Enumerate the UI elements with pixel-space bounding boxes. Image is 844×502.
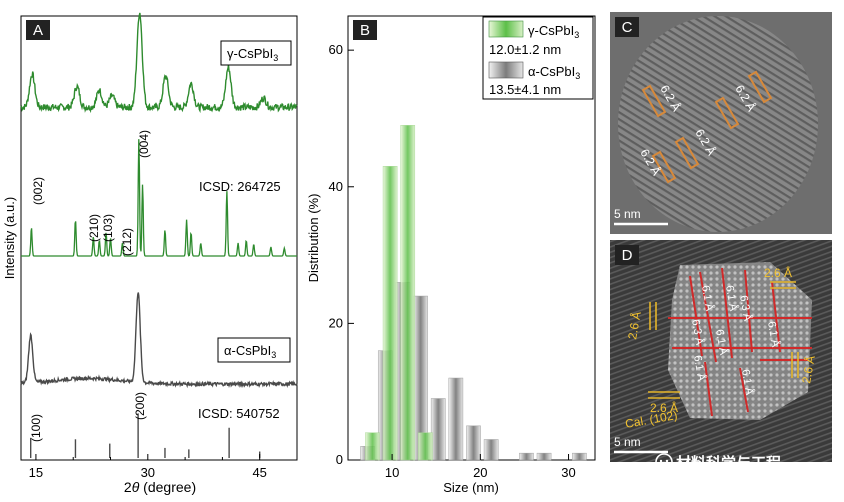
alpha-bar-5 [430,398,446,461]
watermark-icon [655,453,673,471]
panel-b-ylabel: Distribution (%) [306,194,321,283]
panel-b-ticks: 0 20 40 60 10 20 30 [329,42,576,480]
panel-d-yellow-2: 2.6 Å [624,310,644,340]
panel-b-xtick-label: 20 [473,465,487,480]
panel-c: C 6.2 Å 6.2 Å 6.2 Å 6.2 Å 5 nm [610,12,832,234]
panel-c-scale-text: 5 nm [614,207,641,221]
panel-b-ytick-label: 60 [329,42,343,57]
annot-103: (103) [101,214,115,242]
gamma-bar-2 [382,166,398,461]
panel-a-ticks: 15 30 45 [29,454,298,480]
panel-c-letter: C [622,19,633,36]
panel-b: B 0 20 40 60 10 20 30 γ-CsPbI3 12.0±1.2 nm α-C… [306,15,596,495]
alpha-legend-box [217,337,291,363]
alpha-bar-10 [536,452,552,461]
panel-b-ytick-label: 20 [329,315,343,330]
legend-alpha-text: α-CsPbI3 [528,64,580,81]
panel-d-label-2: 6.1 Å [723,284,740,312]
panel-a-xtick-label: 30 [141,465,155,480]
panel-a-ylabel: Intensity (a.u.) [2,197,17,279]
icsd-alpha-label: ICSD: 540752 [198,406,280,421]
xrd-trace-1 [20,12,298,114]
alpha-bar-8 [483,439,499,461]
annot-002: (002) [31,177,45,205]
annot-200: (200) [133,392,147,420]
panel-d-label-5: 6.1 Å [765,320,782,348]
panel-b-ytick-label: 0 [336,452,343,467]
panel-a-frame [20,15,298,461]
panel-d-label-4: 6.3 Å [737,294,754,322]
panel-d-letter: D [622,247,633,264]
panel-b-xlabel: Size (nm) [443,480,499,495]
panel-d-scale-text: 5 nm [614,435,641,449]
panel-a-xtick-label: 45 [252,465,266,480]
annot-004: (004) [137,130,151,158]
gamma-legend-box [220,40,292,66]
panel-b-letter: B [360,22,370,39]
gamma-bar-3 [400,125,416,461]
panel-b-letter-box [353,20,377,40]
alpha-legend-label: α-CsPbI3 [224,343,276,360]
panel-a-xlabel: 2θ (degree) [124,479,196,495]
panel-d-letter-box [615,245,639,265]
panel-c-particle [618,16,818,232]
legend-alpha-swatch [488,61,524,79]
alpha-bar-7 [466,425,481,461]
gamma-bar-1 [365,432,380,461]
watermark-text: 材料科学与工程 [676,454,781,472]
xrd-trace-2 [21,139,297,257]
panel-d-label-8: 6.1 Å [739,368,756,396]
panel-d-label-3: 6.3 Å [689,318,706,346]
panel-d-label-7: 6.1 Å [691,354,708,382]
legend-gamma-stat: 12.0±1.2 nm [489,42,561,57]
gamma-legend-label: γ-CsPbI3 [227,46,278,63]
panel-b-ytick-label: 40 [329,179,343,194]
panel-a: A 15 30 45 γ-CsPbI3 ICSD: 264725 α-CsPbI3 … [2,12,298,495]
panel-d-yellow-4: 2.6 Å [650,400,678,415]
alpha-bar-11 [572,452,587,461]
panel-a-letter-box [26,20,50,40]
panel-d-particle [668,262,812,420]
panel-d: D 6.1 Å 6.1 Å 6.3 Å 6.3 Å 6.1 [610,240,832,472]
legend-gamma-text: γ-CsPbI3 [528,23,579,40]
annot-212: (212) [120,228,134,256]
legend-alpha-stat: 13.5±4.1 nm [489,82,561,97]
alpha-bar-9 [519,452,534,461]
panel-a-xtick-label: 15 [29,465,43,480]
xrd-trace-3 [20,292,298,389]
icsd-gamma-label: ICSD: 264725 [199,179,281,194]
annot-100: (100) [29,414,43,442]
panel-b-bars [360,125,587,461]
panel-d-yellow-3: 2.6 Å [798,354,818,384]
gamma-bar-4 [418,432,433,461]
panel-b-xtick-label: 30 [561,465,575,480]
panel-d-red-lines [668,267,812,417]
panel-a-traces [20,12,298,458]
panel-d-label-6: 6.1 Å [713,328,730,356]
panel-c-letter-box [615,17,639,37]
legend-gamma-swatch [488,20,524,38]
panel-b-xtick-label: 10 [385,465,399,480]
panel-d-yellow-lines [648,281,799,399]
panel-d-yellow-1: 2.6 Å [764,265,792,280]
alpha-bar-6 [448,377,464,461]
annot-210: (210) [87,214,101,242]
panel-d-label-1: 6.1 Å [699,284,716,312]
panel-a-letter: A [33,22,43,39]
